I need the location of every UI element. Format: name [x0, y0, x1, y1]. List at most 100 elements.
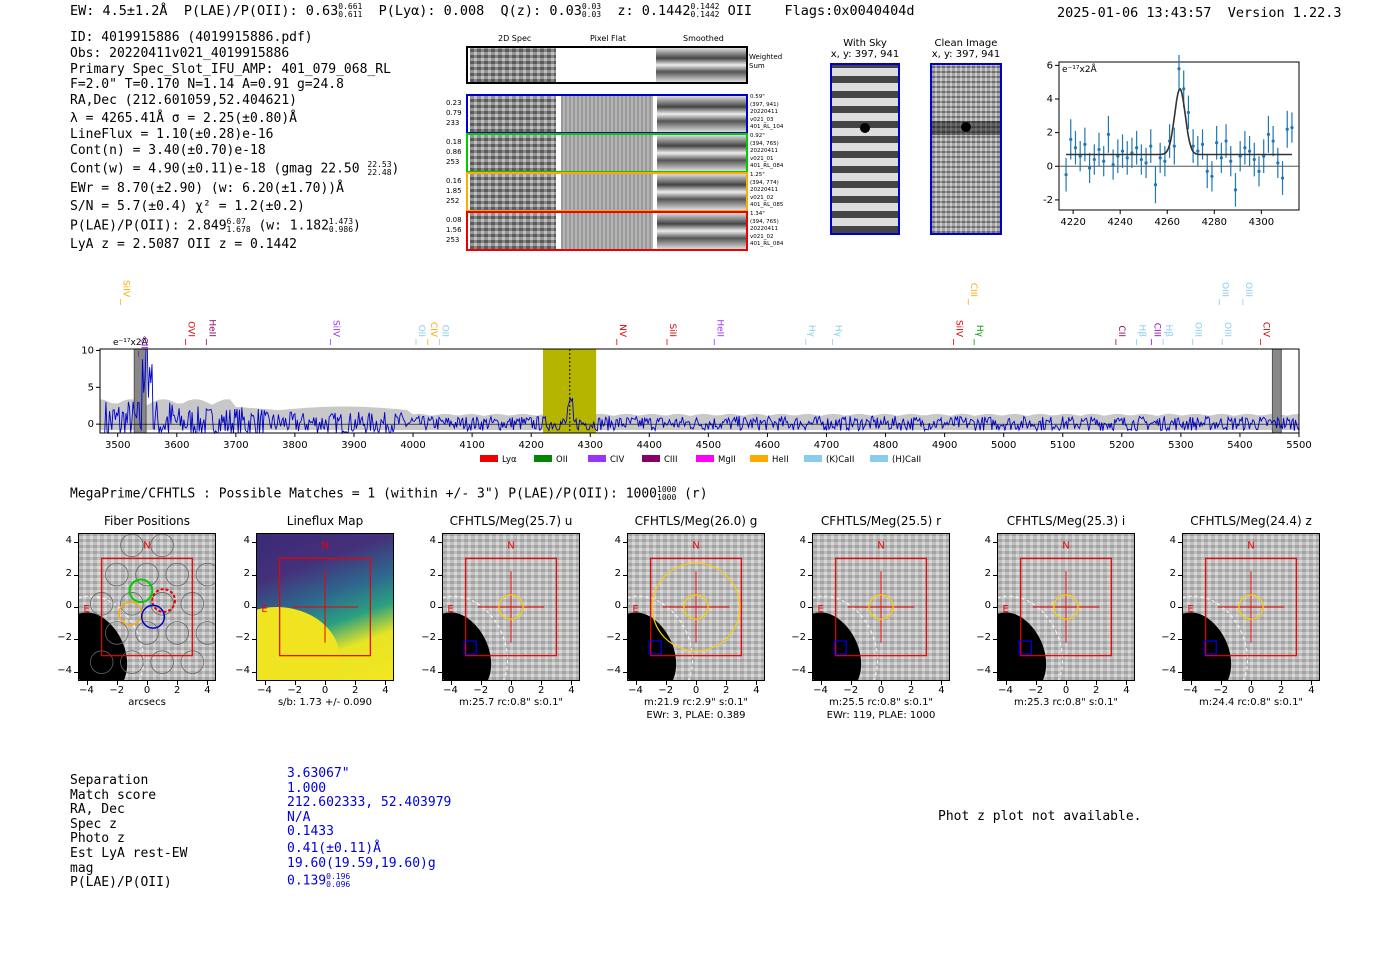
spec2d-row-left-label: 0.18 0.86 253	[446, 137, 462, 167]
with-sky-xy: x, y: 397, 941	[830, 49, 900, 60]
spec2d-left-value: 0.08	[446, 216, 462, 224]
spectrum-line-label: OII	[416, 325, 426, 337]
spectrum-legend-swatch	[804, 455, 822, 462]
cutout-xtick	[726, 681, 728, 685]
spec2d-right-value: 401_RL_085	[750, 202, 784, 208]
spec2d-row-gap	[556, 213, 560, 249]
cutout-ytick-label: 2	[1169, 567, 1176, 579]
cutout-caption-2: EWr: 3, PLAE: 0.389	[646, 710, 746, 721]
spec2d-right-value: 1.34"	[750, 211, 765, 217]
info-plae-hi: 6.07	[226, 217, 246, 227]
lineflux-blob	[257, 607, 341, 680]
north-label: N	[1247, 541, 1254, 552]
spectrum-error-band	[100, 399, 1299, 431]
cutout-box	[279, 557, 371, 657]
fiber-circle	[120, 650, 144, 674]
spec2d-row-right-label: 0.92" (394, 765) 20220411 v021_01 401_RL_084	[750, 133, 783, 171]
catalog-marker	[463, 640, 477, 655]
cutout-ytick	[1178, 607, 1182, 608]
fiber-circle	[150, 650, 174, 674]
clean-image-source	[961, 122, 971, 132]
spectrum-line-label: SiIV	[330, 320, 340, 338]
spectrum-xtick-label: 4000	[400, 440, 425, 451]
info-plae-w-lo: 0.986	[328, 225, 354, 235]
spec2d-row-right-label: 0.59" (397, 941) 20220411 v021_03 401_RL_104	[750, 94, 783, 132]
cutout-caption: m:25.3 rc:0.8" s:0.1"	[1013, 697, 1119, 708]
cutout-xtick	[911, 681, 913, 685]
spec2d-row-right-label: 1.25" (394, 774) 20220411 v021_02 401_RL_085	[750, 172, 783, 210]
cutout-ytick	[623, 639, 627, 641]
cutout-xtick	[1281, 681, 1283, 685]
spectrum-legend-label: OII	[556, 455, 568, 465]
cutout-xtick	[1126, 681, 1128, 685]
cutout-xtick	[1096, 681, 1098, 685]
cutout-ytick	[993, 671, 997, 673]
cutout-ytick-label: 0	[429, 600, 436, 611]
spec2d-row-frame	[466, 172, 748, 212]
match-plae-hi: 0.196	[326, 872, 351, 882]
spec2d-row-gap	[653, 213, 657, 249]
east-label: E	[1187, 604, 1193, 615]
spec2d-right-value: 401_RL_104	[750, 124, 784, 130]
cutout-caption: arcsecs	[128, 697, 166, 708]
qz-value: 0.03	[549, 3, 582, 19]
timestamp: 2025-01-06 13:43:57	[1057, 5, 1212, 21]
cutout-xtick	[325, 681, 326, 685]
cutout-ytick-label: 0	[799, 600, 806, 611]
cutout-ytick-label: −4	[976, 664, 991, 676]
zoom-point	[1102, 159, 1106, 163]
col-label-smoothed: Smoothed	[683, 34, 724, 43]
info-lya: LyA z = 2.5087 OII z = 0.1442	[70, 236, 297, 252]
cutout-xtick-label: 4	[753, 685, 760, 696]
info-lineflux: LineFlux = 1.10(±0.28)e-16	[70, 126, 274, 142]
spec2d-row-2d	[470, 213, 556, 249]
match-label: Match score	[70, 787, 157, 803]
cutout-ytick-label: −2	[57, 632, 72, 644]
zoom-xtick-label: 4280	[1202, 217, 1227, 228]
zoom-point	[1196, 149, 1200, 153]
fiber-circle	[105, 621, 129, 645]
contw-hi: 22.53	[367, 160, 392, 170]
zoom-point	[1224, 139, 1228, 143]
cutout-xtick-label: 4	[568, 685, 575, 696]
cutout-xtick	[541, 681, 543, 685]
info-plae-w-hi: 1.473	[328, 217, 354, 227]
cutout-ytick-label: −4	[606, 664, 621, 676]
zoom-point	[1276, 161, 1280, 165]
zoom-point	[1285, 127, 1289, 131]
cutout-ytick	[623, 574, 627, 576]
spec2d-row-gap	[653, 96, 657, 132]
cutout-ytick-label: 2	[429, 567, 436, 579]
zoom-point	[1191, 144, 1195, 148]
cutout-ytick	[1178, 574, 1182, 576]
cutout-ytick	[74, 542, 78, 544]
spec2d-right-value: 1.25"	[750, 172, 765, 178]
zoom-point	[1215, 141, 1219, 145]
galaxy-aperture	[1183, 595, 1249, 680]
cutout-ytick	[623, 607, 627, 608]
spectrum-line-label: CII	[138, 337, 148, 349]
cutout-xtick	[820, 681, 822, 685]
cutout-ytick	[252, 639, 256, 641]
spectrum-legend-swatch	[534, 455, 552, 462]
info-plae-w: (w: 1.182	[250, 218, 329, 234]
cutout-box	[835, 557, 927, 657]
catalog-marker	[1203, 640, 1217, 655]
spec2d-row-2d	[470, 96, 556, 132]
cutout-box	[101, 557, 193, 657]
cutout-ytick-label: 0	[984, 600, 991, 611]
cutout-xtick	[1220, 681, 1222, 685]
cutout-ytick	[438, 542, 442, 544]
cutout-ytick-label: −2	[421, 632, 436, 644]
spec2d-row-left-label: 0.16 1.85 252	[446, 176, 462, 206]
weighted-sum-frame	[466, 46, 748, 84]
spectrum-line-label: CIV	[1261, 322, 1271, 338]
zoom-xtick-label: 4300	[1249, 217, 1274, 228]
cutout-xtick-label: −2	[1028, 685, 1044, 696]
info-sn: S/N = 5.7(±0.4) χ² = 1.2(±0.2)	[70, 199, 305, 215]
source-aperture	[868, 594, 894, 620]
spec2d-row-gap	[653, 174, 657, 210]
